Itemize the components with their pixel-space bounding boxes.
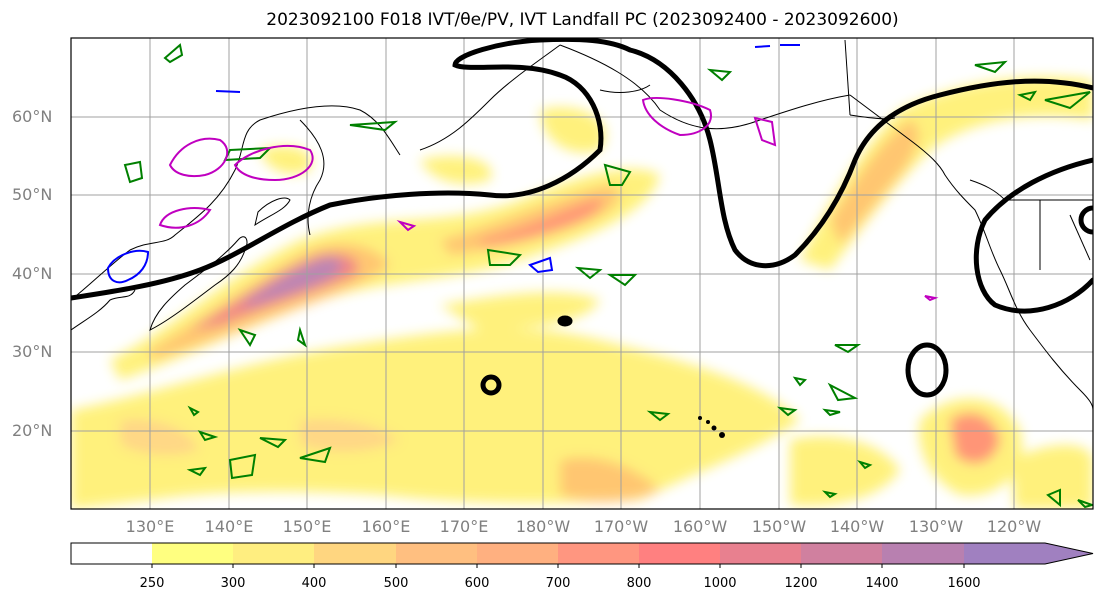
colorbar-label-1600: 1600 [947,576,981,591]
colorbar-label-1000: 1000 [703,576,737,591]
lon-label-120w: 120°W [986,517,1042,536]
colorbar-label-1400: 1400 [865,576,899,591]
colorbar-swatch-2 [233,543,314,564]
colorbar-label-300: 300 [220,576,246,591]
lon-label-180w: 180°W [515,517,571,536]
colorbar [70,542,1094,568]
colorbar-extend-arrow [1045,543,1093,564]
lon-label-140e: 140°E [204,517,254,536]
colorbar-swatch-8 [720,543,801,564]
colorbar-swatch-4 [396,543,477,564]
colorbar-swatch-5 [477,543,558,564]
colorbar-swatch-11 [964,543,1045,564]
map-frame [70,37,1094,510]
lon-label-170e: 170°E [439,517,489,536]
lat-label-30n: 30°N [12,342,53,361]
colorbar-swatch-3 [314,543,396,564]
theta-e-contours [71,38,1093,398]
lon-label-170w: 170°W [593,517,649,536]
colorbar-swatch-0 [71,543,152,564]
coastlines [71,39,1093,411]
pv-contours-blue [106,44,800,284]
colorbar-swatch-6 [558,543,639,564]
colorbar-swatch-10 [882,543,964,564]
lat-label-60n: 60°N [12,107,53,126]
colorbar-label-600: 600 [464,576,490,591]
colorbar-swatch-9 [801,543,882,564]
lon-label-150e: 150°E [282,517,332,536]
lat-label-40n: 40°N [12,264,53,283]
colorbar-label-1200: 1200 [784,576,818,591]
map-title: 2023092100 F018 IVT/θe/PV, IVT Landfall … [266,10,899,30]
lat-label-50n: 50°N [12,185,53,204]
colorbar-label-700: 700 [545,576,571,591]
lat-label-20n: 20°N [12,421,53,440]
lon-label-130e: 130°E [125,517,175,536]
colorbar-label-400: 400 [301,576,327,591]
pv-contours-magenta [158,97,939,302]
lon-label-150w: 150°W [751,517,807,536]
lon-label-160w: 160°W [672,517,728,536]
colorbar-label-250: 250 [139,576,165,591]
colorbar-swatch-7 [639,543,720,564]
colorbar-swatch-1 [152,543,233,564]
graticule [71,38,1093,509]
colorbar-label-500: 500 [383,576,409,591]
lon-label-160e: 160°E [361,517,411,536]
pv-contours-green [123,43,1093,509]
lon-label-140w: 140°W [829,517,885,536]
islands [698,416,725,438]
colorbar-label-800: 800 [626,576,652,591]
lon-label-130w: 130°W [908,517,964,536]
